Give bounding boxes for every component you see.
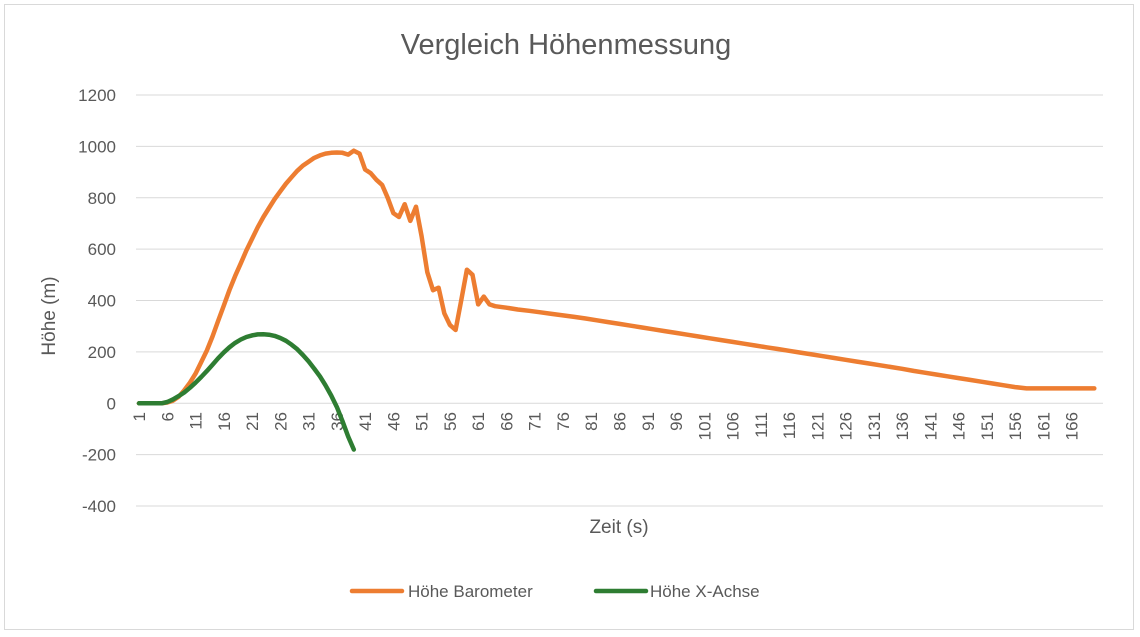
x-tick-label: 126 [837,412,856,440]
series-line-1 [136,148,1097,406]
y-tick-label: 0 [107,394,116,413]
x-tick-label: 1 [130,412,149,421]
x-tick-label: 111 [752,412,771,438]
x-tick-label: 61 [469,412,488,431]
x-tick-label: 116 [780,412,799,439]
x-tick-label: 151 [978,412,997,440]
legend-label-2: Höhe X-Achse [650,582,760,601]
x-tick-label: 26 [271,412,290,431]
x-tick-label: 156 [1006,412,1025,440]
x-tick-label: 91 [639,412,658,431]
y-tick-labels: -400 -200 0 200 400 600 800 1000 1200 [78,86,116,516]
x-tick-label: 161 [1034,412,1053,440]
x-tick-label: 96 [667,412,686,431]
x-tick-label: 51 [413,412,432,431]
x-tick-label: 66 [497,412,516,431]
x-tick-label: 141 [921,412,940,440]
x-tick-label: 16 [215,412,234,431]
x-tick-label: 121 [808,412,827,440]
x-tick-label: 56 [441,412,460,431]
y-tick-label: 200 [88,343,116,362]
x-tick-label: 131 [865,412,884,440]
x-tick-label: 81 [582,412,601,431]
y-axis-title: Höhe (m) [39,276,60,355]
series-lines [136,148,1097,452]
legend-label-1: Höhe Barometer [408,582,533,601]
y-tick-label: 1200 [78,86,116,105]
x-axis-title: Zeit (s) [589,517,648,538]
y-tick-label: 400 [88,292,116,311]
x-tick-label: 76 [554,412,573,431]
x-tick-label: 106 [724,412,743,440]
y-tick-label: 800 [88,189,116,208]
gridlines [136,94,1103,507]
x-tick-label: 86 [611,412,630,431]
x-tick-label: 71 [526,412,545,431]
y-tick-label: 1000 [78,137,116,156]
x-tick-label: 31 [300,412,319,431]
x-tick-label: 21 [243,412,262,431]
x-tick-label: 11 [187,412,206,430]
x-tick-label: 166 [1063,412,1082,440]
chart-title: Vergleich Höhenmessung [401,29,731,61]
x-tick-label: 101 [695,412,714,440]
x-tick-label: 6 [158,412,177,421]
x-tick-label: 46 [384,412,403,431]
series-line-2 [136,331,357,452]
y-tick-label: -200 [82,446,116,465]
x-tick-labels: 1 6 11 16 21 26 31 36 41 46 51 56 61 66 71 76 81 86 91 96 10… [130,412,1082,440]
y-tick-label: 600 [88,240,116,259]
x-tick-label: 41 [356,412,375,431]
y-tick-label: -400 [82,497,116,516]
x-tick-label: 136 [893,412,912,440]
legend: Höhe Barometer Höhe X-Achse [349,582,760,601]
x-tick-label: 146 [950,412,969,440]
